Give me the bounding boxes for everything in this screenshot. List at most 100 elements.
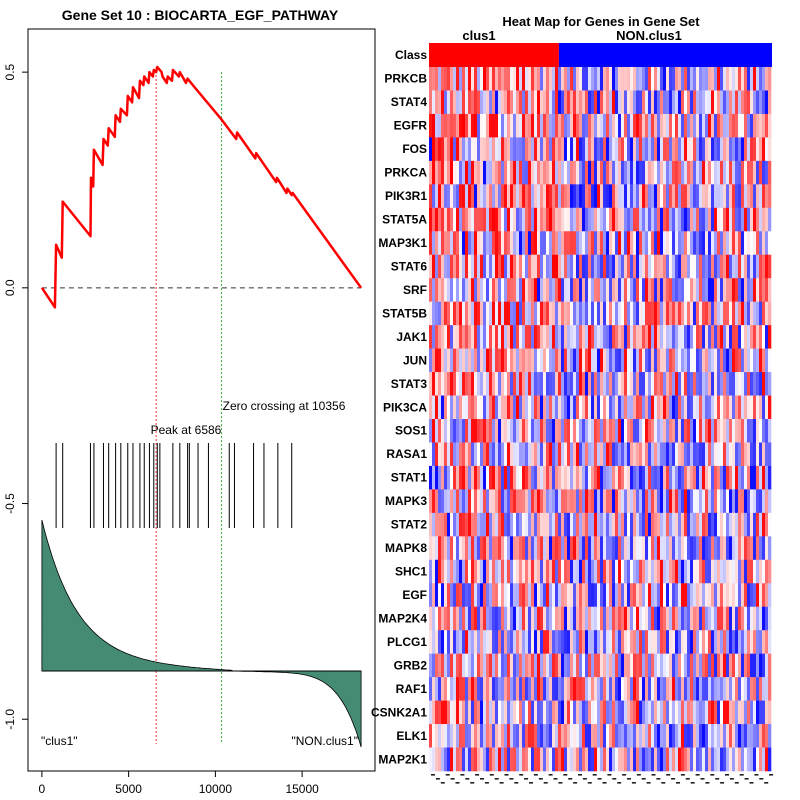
heatmap-cell (678, 747, 682, 772)
heatmap-cell (741, 67, 745, 91)
heatmap-cell (747, 465, 751, 490)
heatmap-cell (534, 653, 538, 678)
heatmap-cell (573, 653, 577, 678)
heatmap-cell (540, 747, 544, 772)
heatmap-cell (576, 301, 580, 326)
heatmap-cell (669, 90, 673, 115)
heatmap-cell (561, 700, 565, 725)
heatmap-cell (762, 137, 766, 162)
heatmap-cell (483, 278, 487, 302)
heatmap-cell (522, 583, 526, 608)
heatmap-cell (558, 325, 562, 349)
heatmap-cell (720, 606, 724, 631)
heatmap-cell (663, 700, 667, 725)
heatmap-cell (735, 254, 739, 279)
heatmap-cell (609, 137, 613, 162)
heatmap-cell (639, 512, 643, 537)
heatmap-cell (720, 231, 724, 256)
heatmap-cell (666, 231, 670, 256)
heatmap-cell (591, 231, 595, 256)
heatmap-cell (765, 231, 769, 256)
heatmap-cell (516, 465, 520, 490)
heatmap-cell (753, 113, 757, 138)
heatmap-cell (453, 677, 457, 701)
heatmap-cell (531, 419, 535, 443)
heatmap-cell (627, 653, 631, 678)
heatmap-cell (483, 348, 487, 373)
heatmap-cell (474, 606, 478, 631)
heatmap-cell (540, 160, 544, 185)
heatmap-cell (693, 113, 697, 138)
heatmap-cell (645, 442, 649, 467)
heatmap-cell (585, 325, 589, 349)
heatmap-cell (597, 465, 601, 490)
heatmap-cell (750, 348, 754, 373)
heatmap-cell (690, 442, 694, 467)
heatmap-cell (636, 184, 640, 209)
heatmap-cell (480, 747, 484, 772)
heatmap-cell (549, 67, 553, 91)
heatmap-cell (615, 301, 619, 326)
heatmap-cell (489, 301, 493, 326)
heatmap-cell (666, 348, 670, 373)
heatmap-cell (519, 700, 523, 725)
heatmap-cell (477, 278, 481, 302)
heatmap-cell (435, 348, 439, 373)
heatmap-cell (570, 653, 574, 678)
heatmap-cell (699, 677, 703, 701)
heatmap-cell (633, 512, 637, 537)
heatmap-cell (606, 395, 610, 420)
heatmap-cell (591, 465, 595, 490)
heatmap-cell (549, 442, 553, 467)
heatmap-cell (534, 747, 538, 772)
heatmap-cell (432, 465, 436, 490)
heatmap-cell (597, 395, 601, 420)
heatmap-cell (606, 372, 610, 396)
heatmap-cell (507, 724, 511, 748)
heatmap-cell (741, 677, 745, 701)
heatmap-cell (612, 113, 616, 138)
heatmap-cell (606, 653, 610, 678)
heatmap-cell (567, 113, 571, 138)
heatmap-cell (543, 700, 547, 725)
heatmap-cell (720, 677, 724, 701)
heatmap-cell (681, 348, 685, 373)
heatmap-cell (519, 254, 523, 279)
heatmap-cell (486, 254, 490, 279)
heatmap-cell (576, 90, 580, 115)
heatmap-cell (699, 278, 703, 302)
heatmap-cell (435, 254, 439, 279)
heatmap-cell (609, 653, 613, 678)
heatmap-cell (726, 419, 730, 443)
heatmap-cell (513, 747, 517, 772)
heatmap-cell (597, 372, 601, 396)
heatmap-cell (513, 653, 517, 678)
heatmap-cell (549, 606, 553, 631)
heatmap-cell (588, 67, 592, 91)
heatmap-cell (510, 372, 514, 396)
heatmap-cell (753, 465, 757, 490)
heatmap-cell (564, 512, 568, 537)
heatmap-cell (759, 559, 763, 584)
heatmap-cell (447, 700, 451, 725)
heatmap-cell (552, 465, 556, 490)
heatmap-cell (492, 254, 496, 279)
heatmap-cell (729, 489, 733, 514)
heatmap-cell (603, 67, 607, 91)
heatmap-cell (519, 301, 523, 326)
heatmap-cell (486, 325, 490, 349)
heatmap-cell (675, 653, 679, 678)
heatmap-cell (450, 207, 454, 232)
ranked-metric-area (41, 519, 362, 748)
heatmap-cell (555, 90, 559, 115)
heatmap-cell (591, 442, 595, 467)
heatmap-cell (498, 724, 502, 748)
heatmap-cell (654, 747, 658, 772)
heatmap-cell (468, 278, 472, 302)
heatmap-cell (687, 278, 691, 302)
heatmap-cell (693, 747, 697, 772)
heatmap-cell (561, 747, 565, 772)
heatmap-cell (435, 301, 439, 326)
heatmap-cell (708, 301, 712, 326)
heatmap-cell (600, 160, 604, 185)
